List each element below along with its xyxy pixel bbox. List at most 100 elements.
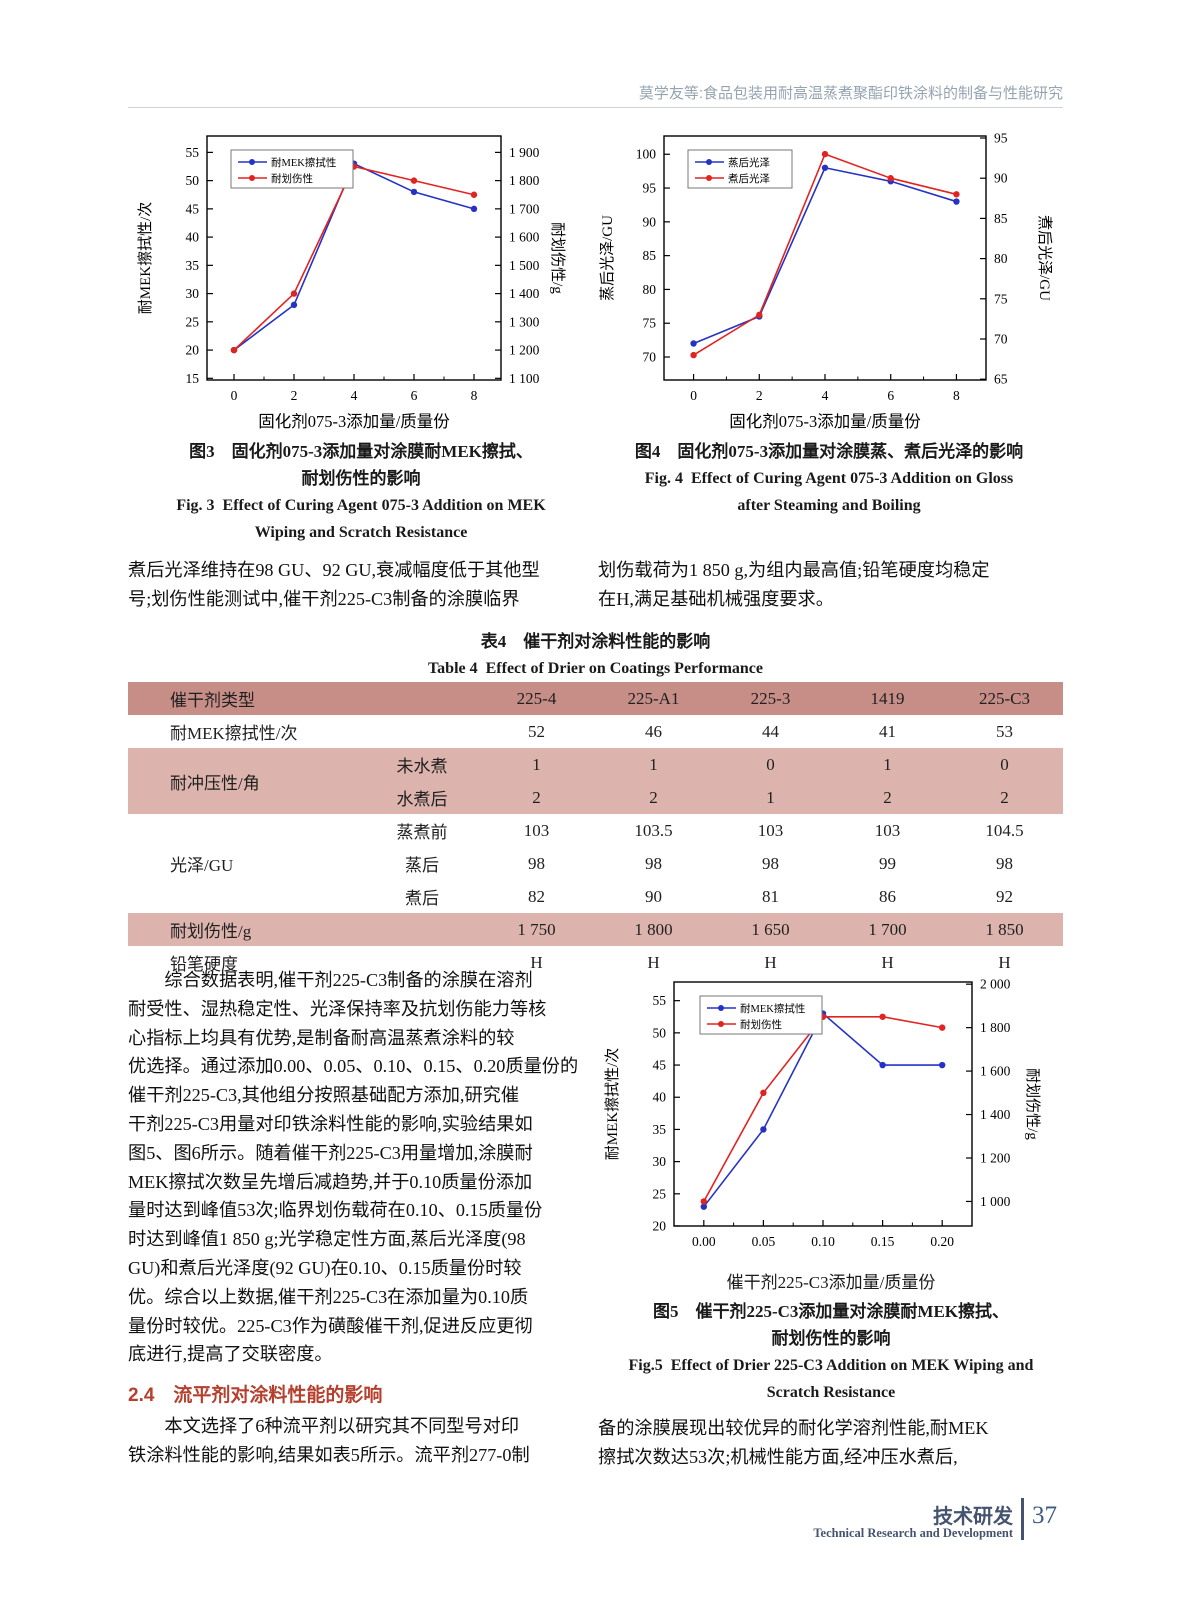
y-left-tick-label: 95 xyxy=(643,181,657,196)
fig3-caption: 图3 固化剂075-3添加量对涂膜耐MEK擦拭、 耐划伤性的影响 Fig. 3 … xyxy=(128,438,594,546)
y-right-tick-label: 80 xyxy=(994,251,1008,266)
text-line: 本文选择了6种流平剂以研究其不同型号对印 xyxy=(128,1416,520,1436)
y-right-tick-label: 70 xyxy=(994,331,1008,346)
value-cell: 86 xyxy=(879,886,896,906)
fig3-caption-en-2: Wiping and Scratch Resistance xyxy=(254,524,468,541)
fig5-caption-zh-1: 图5 催干剂225-C3添加量对涂膜耐MEK擦拭、 xyxy=(652,1302,1010,1321)
text-line: 擦拭次数达53次;机械性能方面,经冲压水煮后, xyxy=(598,1446,958,1467)
data-point xyxy=(290,301,298,309)
y-right-tick-label: 65 xyxy=(994,372,1008,387)
data-point xyxy=(760,1126,767,1133)
y-left-tick-label: 90 xyxy=(643,214,657,229)
value-cell: 98 xyxy=(762,853,779,873)
fig5-caption-en-1: Fig.5 Effect of Drier 225-C3 Addition on… xyxy=(628,1357,1034,1374)
value-cell: 41 xyxy=(879,721,896,741)
table-row: 耐冲压性/角 未水煮 1 1 0 1 0 xyxy=(128,748,1063,793)
y-right-tick-label: 1 800 xyxy=(509,173,540,188)
value-cell: 103.5 xyxy=(634,820,673,840)
x-tick-label: 0 xyxy=(231,388,238,403)
data-point xyxy=(953,198,960,205)
value-cell: 99 xyxy=(879,853,896,873)
value-cell: 2 xyxy=(883,787,892,807)
data-point xyxy=(953,191,960,198)
y-left-tick-label: 35 xyxy=(653,1122,667,1137)
data-point xyxy=(290,290,298,297)
table-row: 铅笔硬度 H H H H H xyxy=(128,946,1063,979)
legend-box xyxy=(230,149,354,189)
text-line: 铁涂料性能的影响,结果如表5所示。流平剂277-0制 xyxy=(128,1444,530,1465)
value-cell: 1 750 xyxy=(517,919,556,939)
data-point xyxy=(700,1198,707,1205)
text-line: GU)和煮后光泽度(92 GU)在0.10、0.15质量份时较 xyxy=(128,1257,522,1278)
row-sublabel-cell: 未水煮 xyxy=(396,757,448,776)
value-cell: H xyxy=(881,952,894,972)
value-cell: 98 xyxy=(645,853,662,873)
legend-label: 耐MEK擦拭性 xyxy=(271,156,336,169)
text-line: 综合数据表明,催干剂225-C3制备的涂膜在溶剂 xyxy=(128,970,533,990)
x-tick-label: 8 xyxy=(471,388,478,403)
value-cell: 82 xyxy=(528,886,545,906)
row-label-cell: 耐冲压性/角 xyxy=(170,773,260,793)
table-row: 催干剂类型 225-4 225-A1 225-3 1419 225-C3 xyxy=(128,682,1063,715)
y-left-tick-label: 75 xyxy=(643,316,657,331)
header-rule xyxy=(128,107,1063,108)
value-cell: 90 xyxy=(645,886,662,906)
legend-marker xyxy=(249,159,255,165)
text-line: 时达到峰值1 850 g;光学稳定性方面,蒸后光泽度(98 xyxy=(128,1229,526,1250)
y-left-tick-label: 30 xyxy=(186,286,200,301)
data-point xyxy=(470,205,478,213)
legend-label: 耐划伤性 xyxy=(271,172,313,185)
y-left-tick-label: 70 xyxy=(643,350,657,365)
y-left-tick-label: 45 xyxy=(186,201,200,216)
y-left-tick-label: 35 xyxy=(186,258,200,273)
value-cell: 104.5 xyxy=(985,820,1024,840)
y-left-tick-label: 80 xyxy=(643,282,657,297)
y-left-tick-label: 85 xyxy=(643,248,657,263)
data-point xyxy=(879,1013,886,1020)
paragraph-after-heading: 本文选择了6种流平剂以研究其不同型号对印 铁涂料性能的影响,结果如表5所示。流平剂… xyxy=(128,1412,594,1470)
y-left-tick-label: 25 xyxy=(653,1186,667,1201)
data-point xyxy=(879,1061,886,1069)
data-point xyxy=(690,340,697,347)
fig5-xlabel: 催干剂225-C3添加量/质量份 xyxy=(726,1273,936,1292)
text-line: 优。综合以上数据,催干剂225-C3在添加量为0.10质 xyxy=(128,1286,529,1307)
fig3-caption-en-1: Fig. 3 Effect of Curing Agent 075-3 Addi… xyxy=(176,497,546,514)
paragraph-right-bottom: 备的涂膜展现出较优异的耐化学溶剂性能,耐MEK 擦拭次数达53次;机械性能方面,经… xyxy=(598,1414,1064,1472)
row-label-cell: 光泽/GU xyxy=(170,856,234,875)
row-label-cell: 铅笔硬度 xyxy=(170,955,238,974)
text-line: 底进行,提高了交联密度。 xyxy=(128,1344,333,1365)
paragraph-mid-left: 综合数据表明,催干剂225-C3制备的涂膜在溶剂 耐受性、湿热稳定性、光泽保持率及… xyxy=(128,966,594,1369)
y-left-tick-label: 20 xyxy=(653,1219,667,1234)
footer-section-zh: 技术研发 xyxy=(933,1506,1013,1528)
paragraph-left-top: 煮后光泽维持在98 GU、92 GU,衰减幅度低于其他型 号;划伤性能测试中,催干… xyxy=(128,556,594,614)
series-line xyxy=(703,1012,943,1208)
x-axis-label: 固化剂075-3添加量/质量份 xyxy=(258,412,450,431)
value-cell: 1 800 xyxy=(634,919,673,939)
y-left-tick-label: 15 xyxy=(186,371,200,386)
legend-marker xyxy=(718,1005,724,1011)
y-right-tick-label: 1 100 xyxy=(509,371,540,386)
y-left-tick-label: 45 xyxy=(653,1058,667,1073)
data-point xyxy=(939,1024,946,1031)
data-point xyxy=(410,177,418,184)
value-cell: 103 xyxy=(523,820,550,840)
paragraph-right-top: 划伤载荷为1 850 g,为组内最高值;铅笔硬度均稳定 在H,满足基础机械强度要求… xyxy=(598,556,1064,614)
text-line: 图5、图6所示。随着催干剂225-C3用量增加,涂膜耐 xyxy=(128,1142,533,1163)
value-cell: 225-C3 xyxy=(979,688,1030,708)
y-right-tick-label: 75 xyxy=(994,291,1008,306)
y-right-tick-label: 1 600 xyxy=(980,1064,1011,1079)
text-line: 备的涂膜展现出较优异的耐化学溶剂性能,耐MEK xyxy=(598,1418,989,1438)
fig4-chart: 0 2 4 6 8 70 75 80 85 90 95 100 65 70 75 80 85 90 95 蒸后光泽/G… xyxy=(599,131,1053,431)
y-right-axis-label: 煮后光泽/GU xyxy=(1036,215,1053,301)
value-cell: 46 xyxy=(645,721,662,741)
section-heading-2-4: 2.4 流平剂对涂料性能的影响 xyxy=(128,1385,383,1406)
running-head: 莫学友等:食品包装用耐高温蒸煮聚酯印铁涂料的制备与性能研究 xyxy=(638,85,1063,102)
table-row: 耐MEK擦拭性/次 52 46 44 41 53 xyxy=(128,715,1063,748)
y-right-axis-label: 耐划伤性/g xyxy=(1024,1068,1041,1140)
text-line: 干剂225-C3用量对印铁涂料性能的影响,实验结果如 xyxy=(128,1113,533,1134)
data-point xyxy=(690,351,697,359)
x-tick-label: 4 xyxy=(351,388,358,403)
value-cell: 52 xyxy=(528,721,545,741)
value-cell: 2 xyxy=(1000,787,1009,807)
